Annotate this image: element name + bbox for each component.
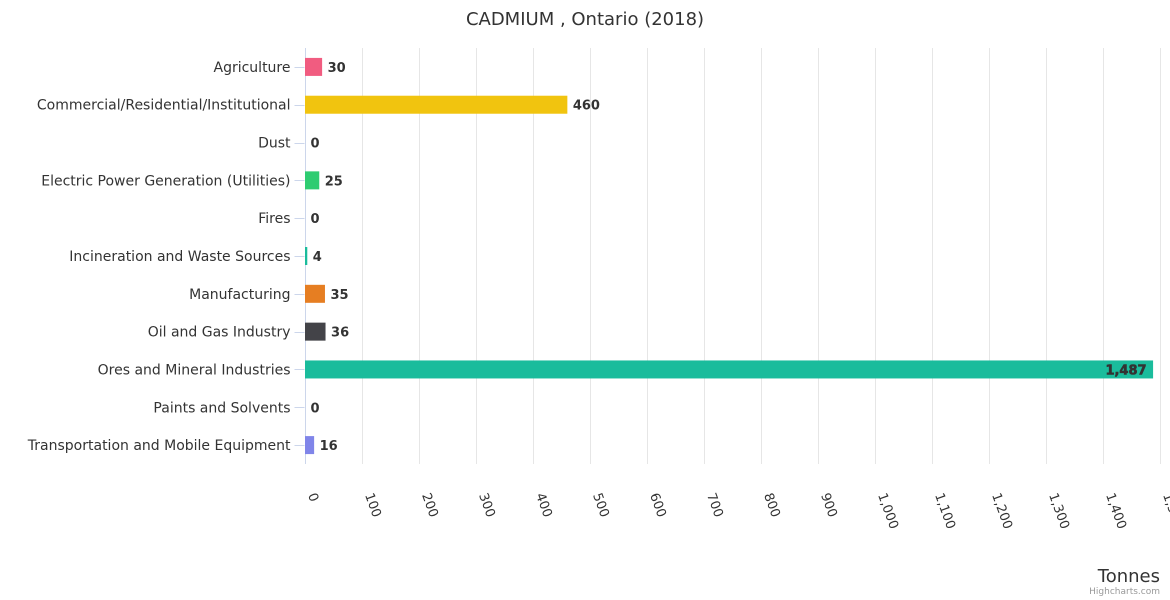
data-label: 25: [325, 174, 343, 189]
category-label: Incineration and Waste Sources: [69, 249, 290, 265]
tick-label: 700: [703, 491, 726, 519]
bar[interactable]: [305, 322, 326, 341]
data-labels: 30 460 0 25 0 4 35 36 1,487 0 16: [311, 61, 1147, 454]
category-label: Transportation and Mobile Equipment: [27, 438, 291, 454]
category-label: Ores and Mineral Industries: [98, 362, 291, 378]
bar[interactable]: [305, 95, 568, 114]
tick-label: 600: [646, 491, 669, 519]
bar[interactable]: [305, 171, 320, 190]
bar[interactable]: [305, 436, 315, 455]
chart-title: CADMIUM , Ontario (2018): [466, 9, 704, 30]
tick-label: 1,500: [1159, 491, 1170, 531]
bar[interactable]: [305, 360, 1154, 379]
category-label: Agriculture: [214, 60, 291, 76]
category-label: Electric Power Generation (Utilities): [41, 173, 290, 189]
tick-label: 1,200: [988, 491, 1015, 531]
credits-link[interactable]: Highcharts.com: [1089, 587, 1160, 597]
category-labels: Agriculture Commercial/Residential/Instit…: [27, 60, 291, 454]
data-label: 1,487: [1105, 363, 1146, 378]
data-label: 36: [331, 326, 349, 341]
bar[interactable]: [305, 284, 325, 303]
tick-label: 1,400: [1102, 491, 1129, 531]
tick-labels: 0 100 200 300 400 500 600 700 800 900 1,000 1,100 1,…: [304, 491, 1170, 531]
tick-label: 0: [304, 491, 321, 504]
tick-label: 1,000: [874, 491, 901, 531]
tick-label: 1,300: [1045, 491, 1072, 531]
tick-label: 300: [475, 491, 498, 519]
data-label: 16: [320, 439, 338, 454]
bar[interactable]: [305, 57, 323, 76]
category-label: Commercial/Residential/Institutional: [37, 98, 291, 114]
category-label: Paints and Solvents: [153, 400, 290, 416]
data-label: 460: [573, 99, 600, 114]
data-label: 35: [330, 288, 348, 303]
data-label: 0: [311, 401, 320, 416]
data-label: 30: [328, 61, 346, 76]
tick-label: 200: [418, 491, 441, 519]
category-label: Manufacturing: [189, 287, 290, 303]
category-label: Fires: [258, 211, 290, 227]
tick-label: 500: [589, 491, 612, 519]
tick-label: 100: [361, 491, 384, 519]
gridlines: [294, 48, 1161, 464]
tick-label: 1,100: [931, 491, 958, 531]
bar[interactable]: [305, 247, 308, 265]
tick-label: 800: [760, 491, 783, 519]
tick-label: 400: [532, 491, 555, 519]
value-axis-title: Tonnes: [1097, 566, 1160, 587]
tick-label: 900: [817, 491, 840, 519]
bars: [305, 57, 1154, 455]
category-label: Dust: [258, 136, 291, 152]
data-label: 0: [311, 212, 320, 227]
data-label: 4: [313, 250, 322, 265]
data-label: 0: [311, 137, 320, 152]
category-label: Oil and Gas Industry: [148, 325, 291, 341]
